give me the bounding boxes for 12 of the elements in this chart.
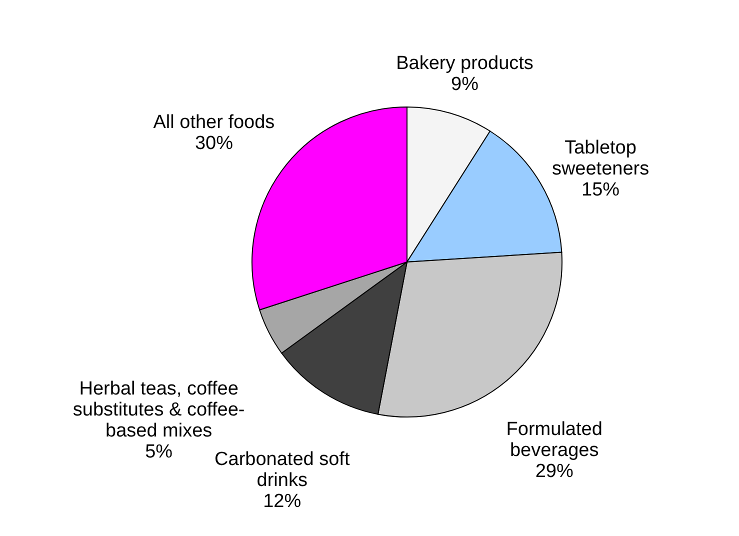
- slice-label: Formulated beverages: [506, 419, 602, 462]
- data-label: 9%: [451, 74, 479, 96]
- data-label: 30%: [194, 132, 234, 154]
- slice-label: Tabletop sweeteners: [552, 138, 650, 180]
- data-label: 5%: [145, 441, 173, 462]
- slice-label: Bakery products: [396, 53, 534, 74]
- data-label: 15%: [582, 180, 620, 201]
- slice-label: Herbal teas, coffee substitutes & coffee- based mixes: [72, 378, 245, 442]
- slice-label: Carbonated soft drinks: [214, 448, 350, 491]
- slice-label: All other foods: [153, 112, 275, 133]
- data-label: 29%: [535, 461, 574, 482]
- data-label: 12%: [263, 490, 302, 512]
